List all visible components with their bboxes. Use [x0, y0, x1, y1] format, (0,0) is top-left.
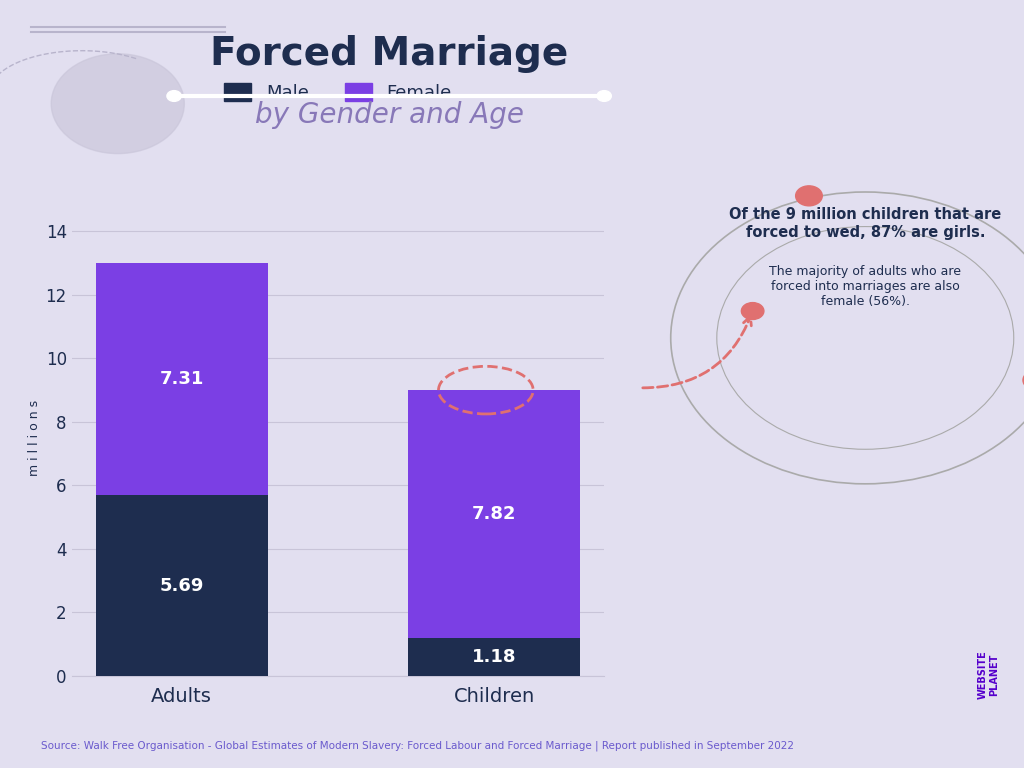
Text: Forced Marriage: Forced Marriage — [210, 35, 568, 72]
Bar — [409, 390, 580, 638]
Text: Of the 9 million children that are
forced to wed, 87% are girls.: Of the 9 million children that are force… — [729, 207, 1001, 240]
Text: WEBSITE
PLANET: WEBSITE PLANET — [977, 650, 999, 699]
Bar — [96, 495, 267, 676]
Y-axis label: m i l l i o n s: m i l l i o n s — [28, 399, 41, 476]
Text: 7.31: 7.31 — [160, 370, 204, 388]
Text: 1.18: 1.18 — [472, 648, 516, 666]
Legend: Male, Female: Male, Female — [217, 75, 459, 109]
Text: Source: Walk Free Organisation - Global Estimates of Modern Slavery: Forced Labo: Source: Walk Free Organisation - Global … — [41, 740, 794, 751]
Text: 7.82: 7.82 — [472, 505, 516, 523]
Bar — [96, 263, 267, 495]
Text: 5.69: 5.69 — [160, 577, 204, 594]
Bar — [409, 638, 580, 676]
Text: The majority of adults who are
forced into marriages are also
female (56%).: The majority of adults who are forced in… — [769, 265, 962, 308]
Text: by Gender and Age: by Gender and Age — [255, 101, 523, 129]
